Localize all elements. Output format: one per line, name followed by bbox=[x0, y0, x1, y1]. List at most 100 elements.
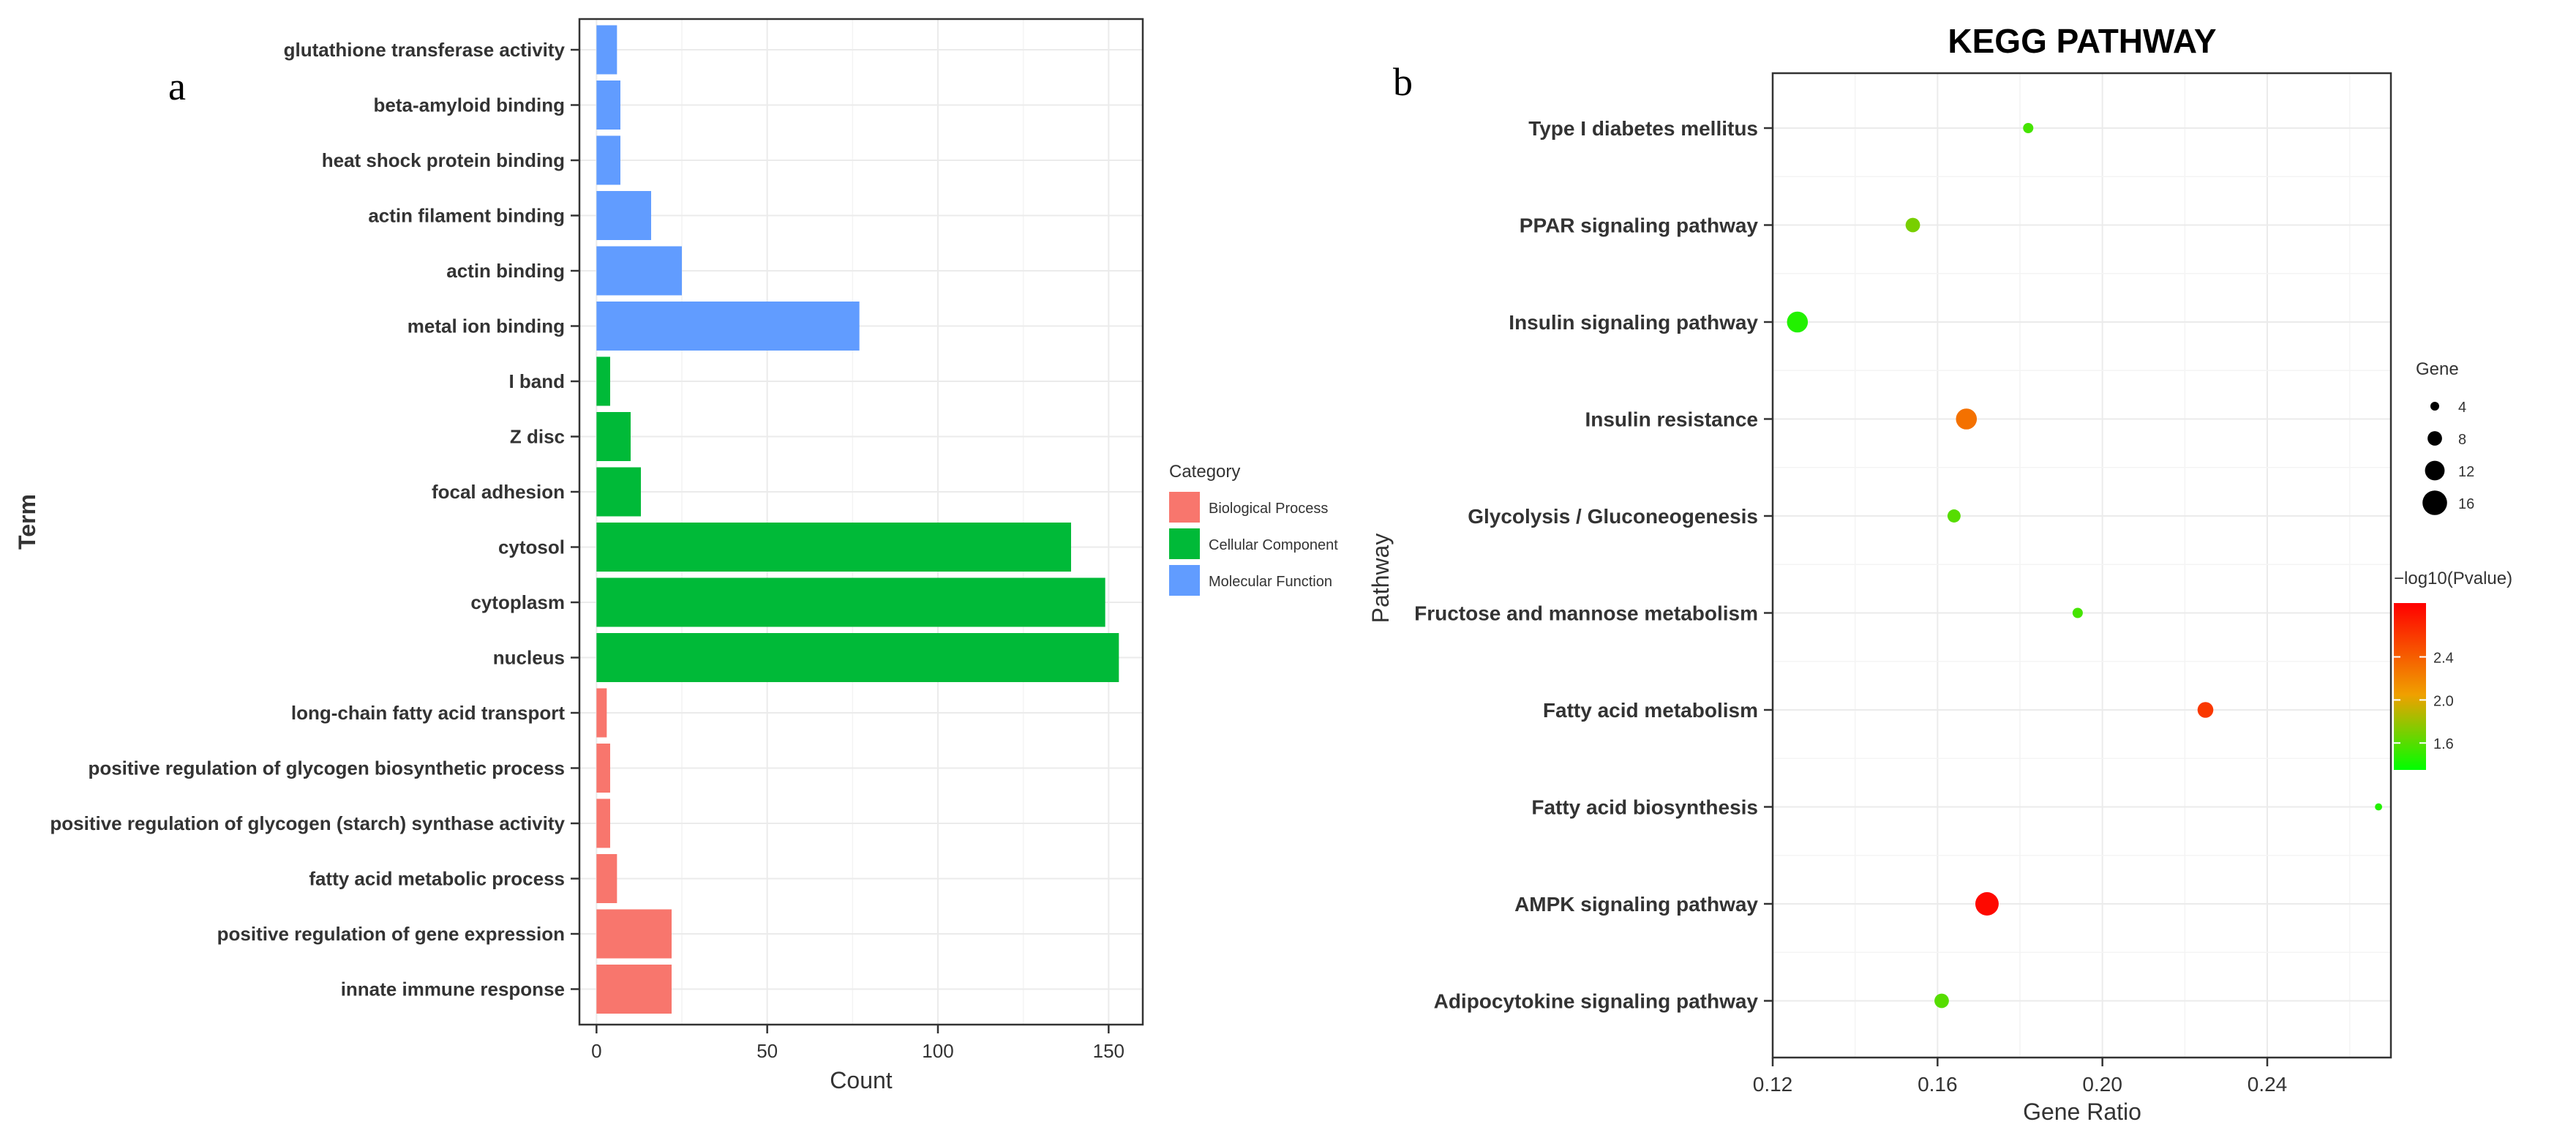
bar-z-disc bbox=[596, 412, 631, 461]
legend-swatch-molecular-function bbox=[1169, 565, 1200, 596]
pathway-label: Fatty acid biosynthesis bbox=[1531, 796, 1758, 819]
size-legend-dot bbox=[2425, 460, 2445, 481]
panel-a: a glutathione transferase activity beta-a… bbox=[14, 18, 1338, 1093]
legend-label-cellular-component: Cellular Component bbox=[1209, 537, 1338, 553]
term-label: beta-amyloid binding bbox=[374, 94, 565, 116]
bar-focal-adhesion bbox=[596, 467, 641, 517]
point-adipocytokine-signaling-pathway bbox=[1934, 993, 1949, 1009]
term-label: actin binding bbox=[446, 260, 565, 282]
pathway-label: Glycolysis / Gluconeogenesis bbox=[1468, 505, 1758, 528]
point-fructose-and-mannose-metabolism bbox=[2072, 607, 2083, 618]
bar-innate-immune-response bbox=[596, 965, 672, 1014]
bar-long-chain-fatty-acid-transport bbox=[596, 688, 607, 738]
point-fatty-acid-metabolism bbox=[2197, 702, 2214, 718]
bar-nucleus bbox=[596, 633, 1119, 682]
dot-plot-frame bbox=[1771, 72, 2392, 1059]
bar-positive-regulation-of-glycogen-starch-synthase-activity bbox=[596, 798, 610, 848]
term-label: heat shock protein binding bbox=[322, 149, 565, 171]
colorbar-tick-label: 2.4 bbox=[2433, 651, 2454, 667]
point-ppar-signaling-pathway bbox=[1905, 217, 1920, 233]
legend-swatch-biological-process bbox=[1169, 492, 1200, 523]
size-legend-label: 8 bbox=[2458, 432, 2466, 448]
pathway-label: Type I diabetes mellitus bbox=[1528, 117, 1758, 140]
pvalue-color-legend-title: −log10(Pvalue) bbox=[2394, 569, 2512, 588]
gene-size-legend: Gene 4 8 12 16 bbox=[2416, 359, 2474, 515]
dot-plot-x-axis: 0.12 0.16 0.20 0.24 bbox=[1753, 1058, 2288, 1096]
size-legend-dot bbox=[2430, 402, 2439, 411]
x-tick-label: 0.16 bbox=[1918, 1073, 1958, 1096]
panel-b: b KEGG PATHWAY Type I diabetes mellitus P… bbox=[1367, 22, 2512, 1125]
bar-positive-regulation-of-gene-expression bbox=[596, 909, 672, 959]
x-tick-label: 50 bbox=[756, 1040, 778, 1062]
term-label: I band bbox=[508, 370, 565, 392]
point-insulin-signaling-pathway bbox=[1787, 311, 1809, 333]
term-label: nucleus bbox=[493, 647, 565, 669]
pathway-label: Insulin resistance bbox=[1585, 408, 1758, 431]
pathway-label: Fatty acid metabolism bbox=[1543, 699, 1758, 722]
colorbar-tick-label: 2.0 bbox=[2433, 693, 2454, 709]
x-tick-label: 0.20 bbox=[2082, 1073, 2122, 1096]
term-label: Z disc bbox=[510, 426, 565, 448]
bar-actin-filament-binding bbox=[596, 191, 651, 240]
term-label: actin filament binding bbox=[368, 205, 565, 227]
bar-beta-amyloid-binding bbox=[596, 81, 620, 130]
bar-i-band bbox=[596, 356, 610, 406]
x-tick-label: 0.12 bbox=[1753, 1073, 1793, 1096]
bar-glutathione-transferase-activity bbox=[596, 25, 617, 75]
pathway-label: AMPK signaling pathway bbox=[1514, 893, 1758, 916]
legend-label-molecular-function: Molecular Function bbox=[1209, 574, 1332, 590]
point-fatty-acid-biosynthesis bbox=[2375, 803, 2383, 811]
pathway-label: Insulin signaling pathway bbox=[1509, 311, 1758, 334]
x-tick-label: 150 bbox=[1093, 1040, 1124, 1062]
pathway-label: Fructose and mannose metabolism bbox=[1414, 602, 1758, 625]
term-label: focal adhesion bbox=[432, 481, 565, 503]
term-label: long-chain fatty acid transport bbox=[291, 702, 565, 724]
panel-a-label: a bbox=[168, 64, 186, 108]
term-label: innate immune response bbox=[341, 979, 565, 1000]
pvalue-color-legend: −log10(Pvalue) 1.6 2.0 2.4 bbox=[2394, 569, 2512, 770]
bar-metal-ion-binding bbox=[596, 302, 860, 351]
dot-plot-points bbox=[1787, 122, 2383, 1009]
size-legend-dot bbox=[2422, 490, 2447, 515]
x-tick-label: 0 bbox=[591, 1040, 601, 1062]
point-insulin-resistance bbox=[1956, 408, 1978, 430]
term-label: fatty acid metabolic process bbox=[309, 868, 565, 890]
dot-plot-y-axis: Type I diabetes mellitus PPAR signaling p… bbox=[1414, 117, 1773, 1013]
bar-actin-binding bbox=[596, 246, 682, 296]
point-glycolysis-gluconeogenesis bbox=[1947, 509, 1961, 523]
dot-plot-y-axis-title: Pathway bbox=[1367, 534, 1394, 624]
category-legend: Category Biological Process Cellular Comp… bbox=[1169, 462, 1338, 596]
bar-heat-shock-protein-binding bbox=[596, 135, 620, 185]
bar-chart-x-axis: 0 50 100 150 bbox=[591, 1025, 1124, 1062]
term-label: positive regulation of glycogen (starch)… bbox=[50, 812, 565, 834]
term-label: positive regulation of glycogen biosynth… bbox=[88, 757, 565, 779]
size-legend-dot bbox=[2427, 431, 2442, 446]
point-ampk-signaling-pathway bbox=[1975, 892, 1999, 916]
kegg-chart-title: KEGG PATHWAY bbox=[1948, 22, 2216, 60]
size-legend-label: 4 bbox=[2458, 400, 2466, 416]
legend-swatch-cellular-component bbox=[1169, 528, 1200, 559]
dot-plot-gridlines bbox=[1772, 73, 2391, 1058]
x-tick-label: 0.24 bbox=[2248, 1073, 2288, 1096]
term-label: glutathione transferase activity bbox=[284, 39, 566, 61]
bar-chart-bars bbox=[596, 25, 1119, 1014]
pathway-label: Adipocytokine signaling pathway bbox=[1434, 990, 1759, 1013]
term-label: cytosol bbox=[498, 536, 565, 558]
bar-cytosol bbox=[596, 523, 1071, 572]
bar-fatty-acid-metabolic-process bbox=[596, 854, 617, 903]
gene-size-legend-title: Gene bbox=[2416, 359, 2459, 379]
category-legend-title: Category bbox=[1169, 462, 1240, 482]
bar-chart-y-axis-title: Term bbox=[14, 494, 40, 550]
point-type-i-diabetes-mellitus bbox=[2023, 122, 2034, 134]
dot-plot-x-axis-title: Gene Ratio bbox=[2023, 1099, 2141, 1125]
bar-cytoplasm bbox=[596, 577, 1105, 627]
size-legend-label: 12 bbox=[2458, 464, 2474, 480]
bar-chart-y-axis: glutathione transferase activity beta-amy… bbox=[50, 39, 579, 1000]
term-label: positive regulation of gene expression bbox=[217, 923, 565, 945]
term-label: cytoplasm bbox=[470, 591, 565, 613]
bar-chart-frame bbox=[578, 18, 1144, 1026]
bar-positive-regulation-of-glycogen-biosynthetic-process bbox=[596, 744, 610, 793]
colorbar-tick-label: 1.6 bbox=[2433, 736, 2454, 752]
term-label: metal ion binding bbox=[408, 315, 565, 337]
